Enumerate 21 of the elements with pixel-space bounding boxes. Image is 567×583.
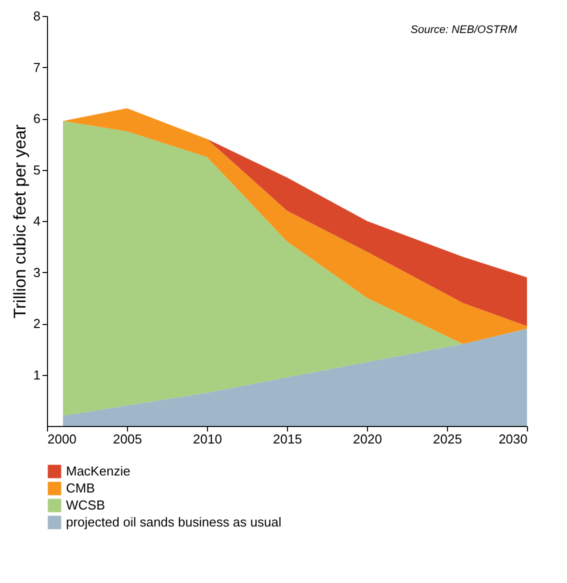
x-tick-label: 2030 [498,432,528,446]
x-tick-label: 2015 [273,432,302,446]
y-tick-label: 3 [33,264,40,280]
y-tick-label: 1 [33,367,40,382]
legend-label: MacKenzie [66,464,130,478]
legend-label: projected oil sands business as usual [66,514,282,530]
y-tick-label: 8 [33,8,40,24]
legend-label: WCSB [66,498,105,512]
x-tick-label: 2025 [433,432,462,446]
y-tick-label: 4 [33,214,40,228]
annotation: Source: NEB/OSTRM [410,24,518,36]
legend-label: CMB [66,480,95,496]
x-tick-label: 2010 [193,432,222,446]
y-tick-label: 6 [33,111,40,126]
x-tick-label: 2000 [48,432,76,446]
y-axis-title: Trillion cubic feet per year [10,124,30,319]
y-tick-label: 2 [33,316,40,331]
y-tick-label: 5 [33,162,40,178]
y-tick-label: 7 [33,60,40,75]
x-tick-label: 2005 [113,432,142,446]
x-tick-label: 2020 [353,432,382,446]
